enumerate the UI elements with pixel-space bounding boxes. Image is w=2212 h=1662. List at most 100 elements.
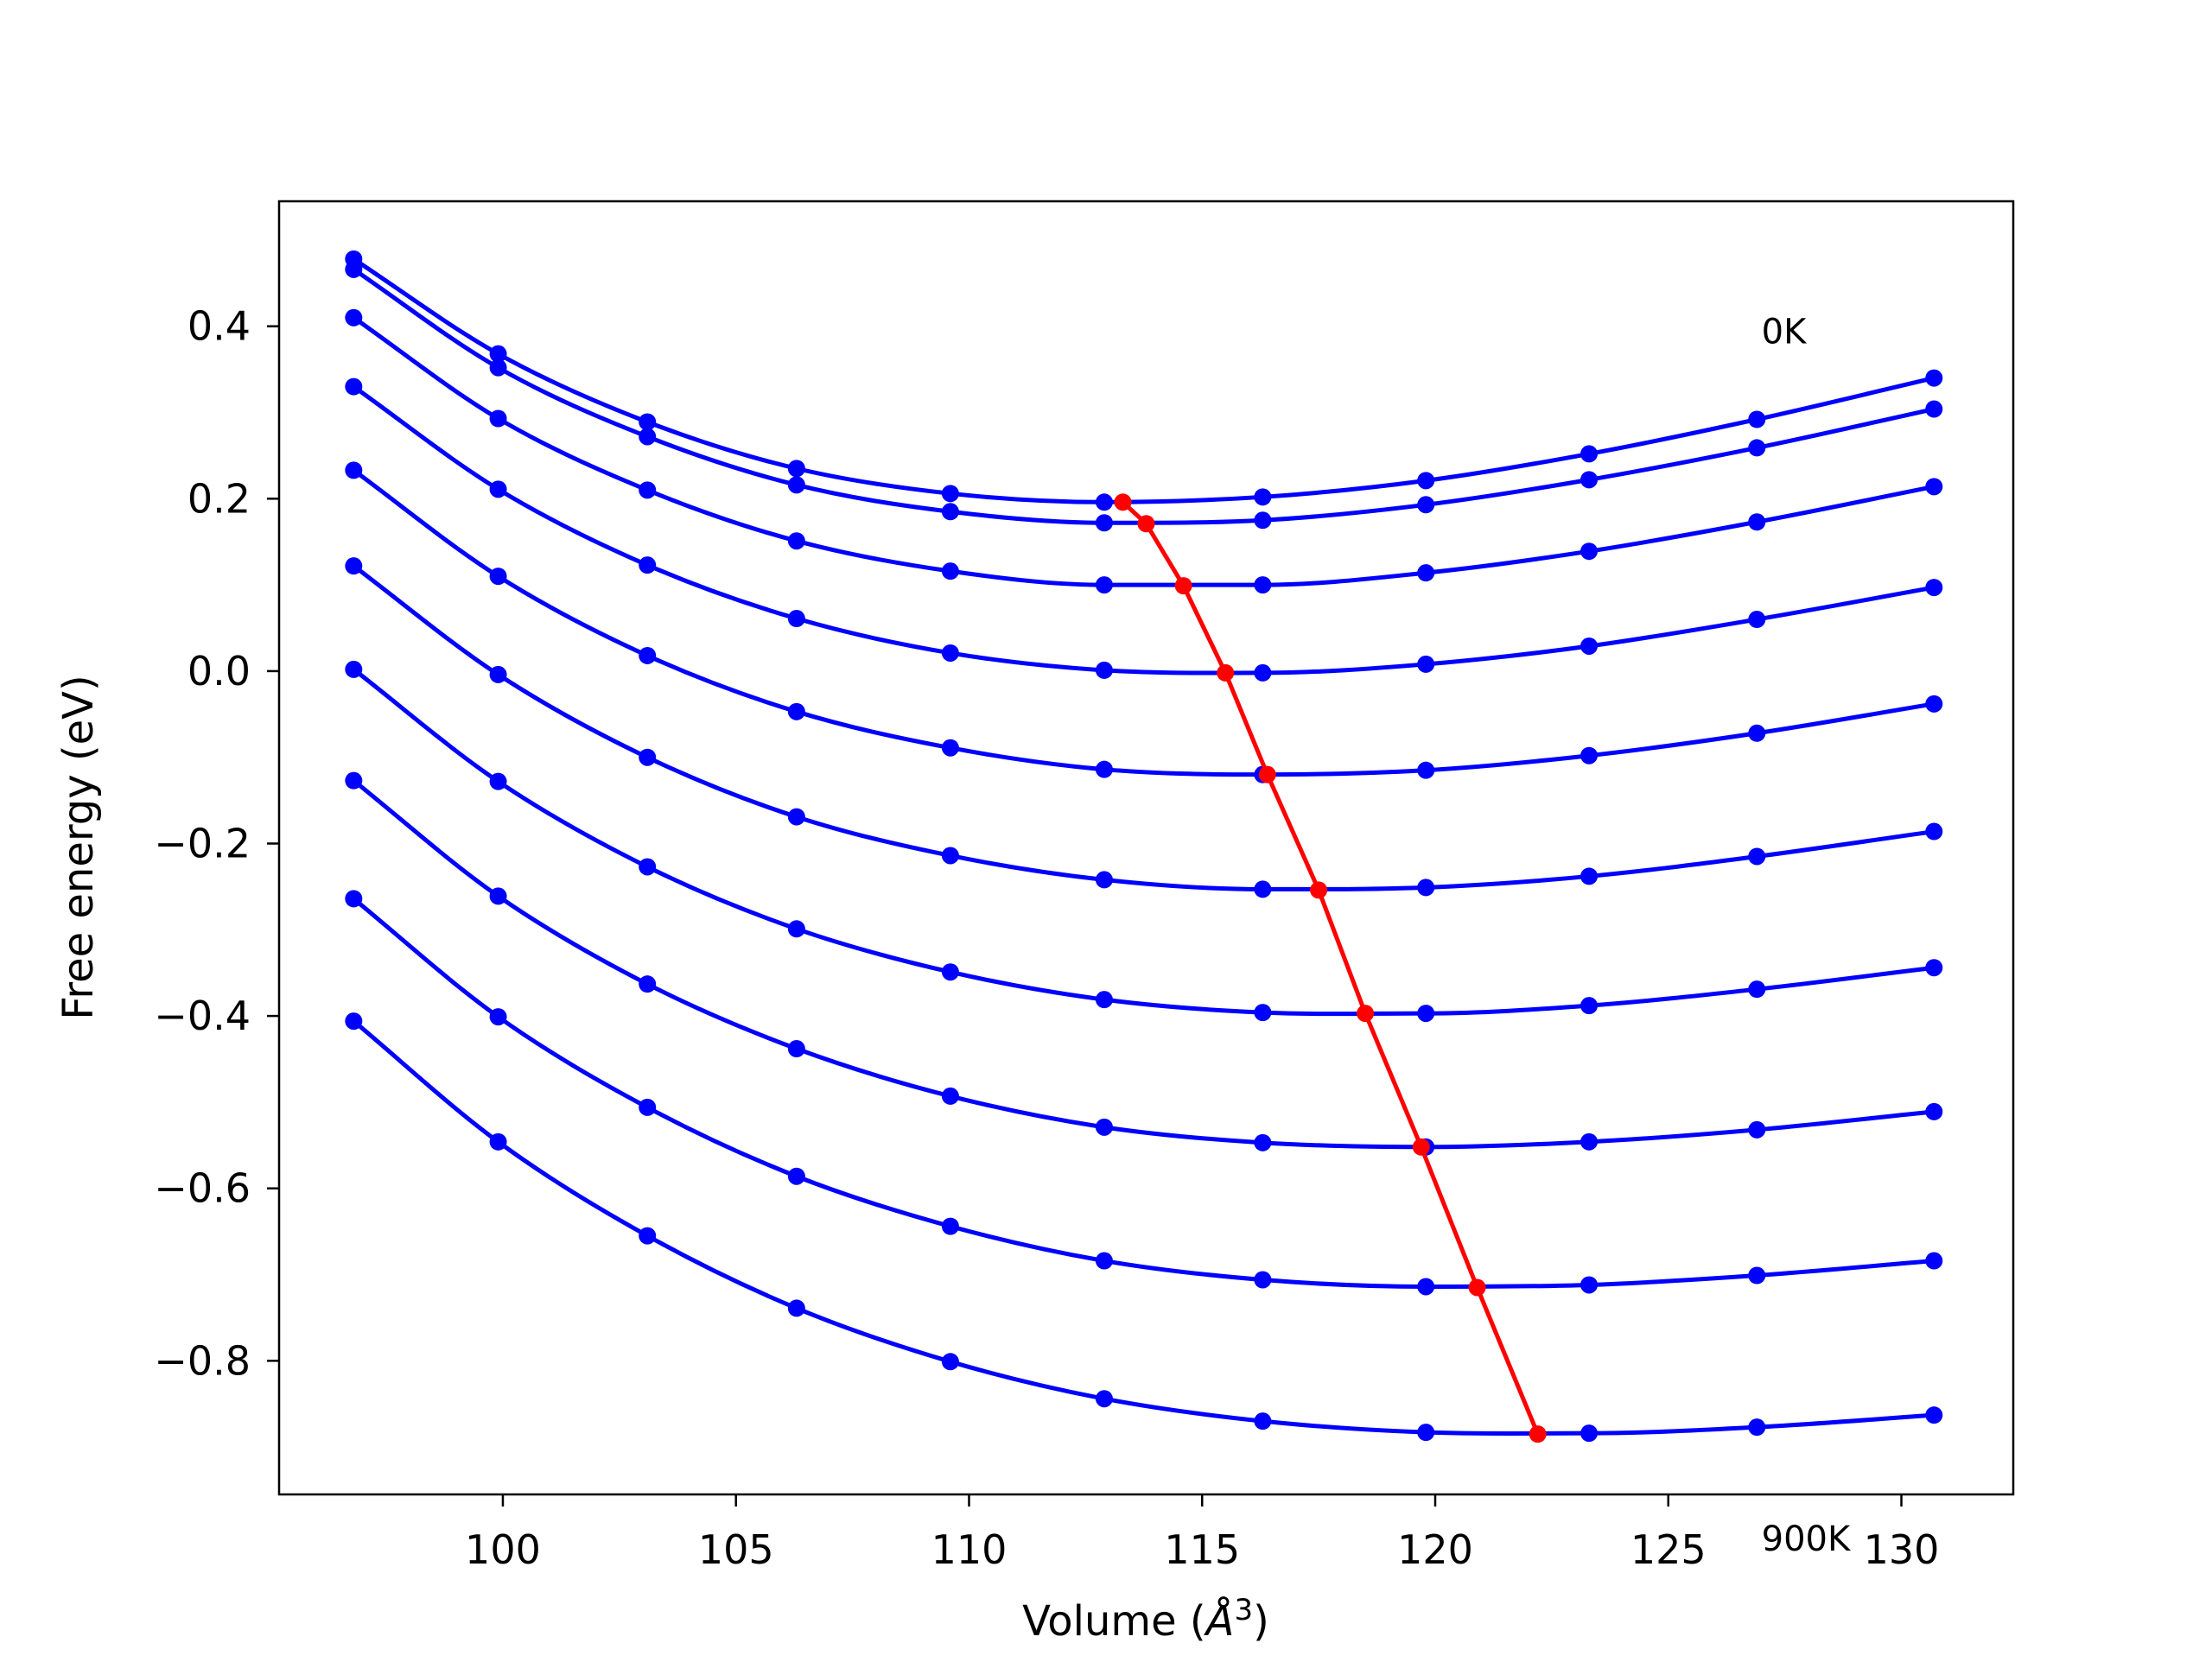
curve-2-point: [1580, 542, 1599, 561]
curve-4-point: [345, 461, 363, 479]
curve-9-point: [1748, 1418, 1766, 1437]
curve-9-point: [941, 1353, 959, 1371]
x-tick-label: 110: [931, 1526, 1007, 1573]
curve-1-point: [345, 260, 363, 278]
curve-3-point: [1095, 661, 1113, 679]
curve-3-point: [1580, 637, 1599, 655]
curve-1-point: [1095, 514, 1113, 532]
curve-6-point: [1254, 1004, 1272, 1022]
curve-0-point: [1925, 369, 1943, 387]
curve-3-point: [1254, 663, 1272, 682]
curve-5-point: [345, 557, 363, 575]
curve-6-point: [1417, 1005, 1435, 1023]
curve-0-point: [941, 485, 959, 503]
curve-2-point: [1254, 576, 1272, 594]
curve-1-point: [787, 476, 805, 494]
curve-6: [352, 667, 1935, 1017]
curve-5-point: [489, 665, 507, 683]
curve-1-point: [941, 503, 959, 521]
curve-9-point: [489, 1132, 507, 1151]
curve-9-point: [1095, 1390, 1113, 1408]
x-tick-label: 125: [1630, 1526, 1707, 1573]
curve-3-point: [1417, 655, 1435, 673]
curve-6-point: [1748, 980, 1766, 999]
curve-6-point: [639, 858, 657, 876]
curve-8-point: [1748, 1266, 1766, 1285]
curve-9-point: [787, 1299, 805, 1317]
y-axis-label: Free energy (eV): [54, 675, 103, 1019]
curve-5-point: [1095, 871, 1113, 889]
curve-6-point: [1580, 997, 1599, 1015]
y-tick-label: 0.4: [188, 303, 251, 350]
y-tick-label: 0.0: [188, 648, 251, 695]
curve-7-point: [489, 887, 507, 905]
curve-8-point: [1095, 1252, 1113, 1270]
x-tick-label: 130: [1864, 1526, 1940, 1573]
curve-9: [352, 1019, 1935, 1437]
curve-3-point: [345, 377, 363, 396]
curve-7-point: [941, 1087, 959, 1105]
curve-2-point: [1417, 564, 1435, 582]
curve-4-point: [1417, 761, 1435, 779]
curve-2-point: [489, 409, 507, 428]
curve-5-point: [1580, 867, 1599, 885]
curve-0-point: [787, 460, 805, 478]
y-tick-label: 0.2: [188, 475, 251, 522]
curve-1-point: [1580, 471, 1599, 489]
curve-3-point: [941, 644, 959, 662]
equilibrium-point: [1468, 1278, 1486, 1297]
curve-4-point: [639, 646, 657, 664]
curve-7-point: [345, 771, 363, 790]
curve-2-point: [345, 308, 363, 327]
curve-1-point: [1748, 439, 1766, 457]
equilibrium-point: [1310, 881, 1328, 899]
curve-4-point: [1580, 746, 1599, 764]
temperature-annotation: 0K: [1762, 313, 1808, 352]
curve-3-point: [1748, 611, 1766, 629]
curve-2-point: [787, 532, 805, 550]
curve-6-point: [1095, 991, 1113, 1009]
y-tick-label: −0.4: [154, 993, 251, 1039]
curve-8-point: [639, 1098, 657, 1116]
curve-5-point: [1417, 879, 1435, 897]
curve-0-point: [1095, 493, 1113, 511]
curve-6-point: [489, 772, 507, 790]
curve-6-point: [345, 660, 363, 678]
curve-8-point: [1580, 1276, 1599, 1294]
curve-0-point: [1748, 410, 1766, 428]
y-tick-label: −0.8: [154, 1337, 251, 1384]
equilibrium-point: [1114, 493, 1132, 511]
curve-5-point: [1254, 880, 1272, 898]
curve-5-point: [639, 748, 657, 766]
curve-4-point: [489, 568, 507, 586]
curve-2-point: [1748, 513, 1766, 531]
curve-8-point: [787, 1167, 805, 1185]
equilibrium-point: [1174, 577, 1192, 595]
curve-2-point: [941, 562, 959, 580]
curve-9-point: [1925, 1406, 1943, 1424]
curve-7-point: [1925, 1102, 1943, 1120]
annotations: 0K 900K: [1762, 313, 1852, 1559]
curve-4-point: [1095, 760, 1113, 778]
equilibrium-volume-line: [1114, 493, 1547, 1443]
curve-5-point: [787, 808, 805, 826]
curve-8-point: [489, 1008, 507, 1026]
equilibrium-point: [1357, 1005, 1375, 1023]
equilibrium-point: [1258, 765, 1276, 783]
curve-2: [352, 315, 1935, 587]
curve-9-point: [1254, 1412, 1272, 1430]
curve-3-point: [639, 556, 657, 574]
curve-7-point: [1748, 1120, 1766, 1139]
curve-2-point: [1095, 576, 1113, 594]
curve-1-point: [639, 428, 657, 446]
curve-0-point: [639, 413, 657, 431]
curve-4-point: [941, 739, 959, 757]
curve-2-point: [639, 481, 657, 499]
x-axis-ticks: 100 105 110 115 120 125 130: [465, 1494, 1939, 1573]
curve-1-point: [1254, 511, 1272, 530]
y-tick-label: −0.6: [154, 1165, 251, 1212]
y-axis-ticks: 0.4 0.2 0.0 −0.2 −0.4 −0.6 −0.8: [154, 303, 279, 1384]
curve-1-point: [1417, 496, 1435, 514]
curve-4-point: [1925, 695, 1943, 713]
